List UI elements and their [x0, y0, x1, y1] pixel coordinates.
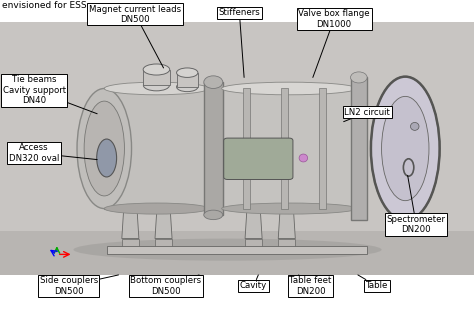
Ellipse shape — [77, 88, 131, 209]
Polygon shape — [281, 88, 288, 209]
Text: LN2 circuit: LN2 circuit — [344, 108, 390, 122]
Text: Side couplers
DN500: Side couplers DN500 — [40, 275, 118, 296]
Text: envisioned for ESS.: envisioned for ESS. — [2, 1, 90, 9]
Polygon shape — [104, 88, 209, 209]
Ellipse shape — [371, 77, 439, 221]
Ellipse shape — [221, 82, 356, 95]
Ellipse shape — [350, 72, 367, 83]
Ellipse shape — [143, 80, 170, 91]
FancyBboxPatch shape — [0, 231, 474, 275]
Ellipse shape — [410, 123, 419, 131]
Text: Spectrometer
DN200: Spectrometer DN200 — [387, 175, 446, 234]
Ellipse shape — [204, 76, 223, 88]
Ellipse shape — [73, 239, 382, 261]
Text: Table: Table — [358, 275, 388, 290]
Polygon shape — [278, 209, 295, 239]
Polygon shape — [143, 70, 170, 85]
Ellipse shape — [97, 139, 117, 177]
Polygon shape — [155, 239, 172, 251]
Text: Cavity: Cavity — [240, 275, 267, 290]
Polygon shape — [177, 73, 198, 87]
FancyBboxPatch shape — [107, 246, 367, 254]
FancyBboxPatch shape — [224, 138, 293, 179]
Polygon shape — [223, 88, 358, 209]
Text: Tie beams
Cavity support
DN40: Tie beams Cavity support DN40 — [2, 75, 97, 114]
Text: Magnet current leads
DN500: Magnet current leads DN500 — [89, 4, 181, 68]
Polygon shape — [278, 239, 295, 251]
Ellipse shape — [143, 64, 170, 75]
Ellipse shape — [221, 203, 356, 214]
Ellipse shape — [299, 154, 308, 162]
Polygon shape — [122, 209, 139, 239]
Text: Table feet
DN200: Table feet DN200 — [289, 275, 332, 296]
Ellipse shape — [84, 101, 124, 196]
Polygon shape — [245, 239, 262, 251]
Polygon shape — [155, 209, 172, 239]
Ellipse shape — [104, 203, 209, 214]
Ellipse shape — [382, 96, 429, 201]
Ellipse shape — [176, 82, 198, 92]
Polygon shape — [351, 77, 367, 220]
Text: Bottom couplers
DN500: Bottom couplers DN500 — [130, 275, 201, 296]
Polygon shape — [204, 82, 223, 215]
Text: Stiffeners: Stiffeners — [219, 8, 260, 77]
Polygon shape — [319, 88, 326, 209]
Polygon shape — [122, 239, 139, 251]
Text: Valve box flange
DN1000: Valve box flange DN1000 — [298, 9, 370, 77]
FancyBboxPatch shape — [0, 22, 474, 275]
Text: Access
DN320 oval: Access DN320 oval — [9, 143, 97, 163]
Polygon shape — [245, 209, 262, 239]
Polygon shape — [243, 88, 250, 209]
Ellipse shape — [104, 82, 209, 95]
Ellipse shape — [176, 68, 198, 77]
Ellipse shape — [204, 210, 223, 220]
